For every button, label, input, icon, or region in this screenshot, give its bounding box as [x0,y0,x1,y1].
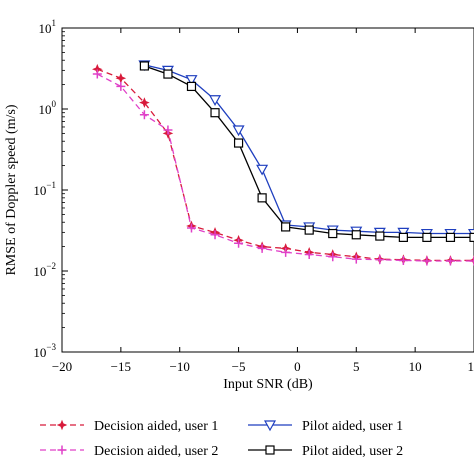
data-point [209,95,222,107]
legend-label: Pilot aided, user 1 [302,419,403,434]
data-point [398,255,408,265]
legend-item: Pilot aided, user 1 [248,419,403,434]
data-point [257,193,267,203]
data-point [116,81,126,91]
data-point [328,228,338,239]
data-point [232,125,245,137]
data-point [210,108,220,118]
x-tick-label: −20 [52,359,72,374]
data-point [445,232,456,242]
data-point [256,164,269,176]
legend-marker [57,445,67,455]
x-axis-label: Input SNR (dB) [223,377,313,392]
legend-label: Decision aided, user 1 [94,419,218,434]
series-layer [92,60,474,266]
data-point [445,256,455,266]
data-point [328,252,338,262]
legend-marker [56,419,68,431]
data-point [469,232,474,242]
series-2 [92,69,474,266]
data-point [257,243,267,253]
x-tick-label: 15 [468,359,474,374]
data-point [281,222,291,232]
data-point [186,81,197,92]
data-point [234,238,244,248]
y-tick-label: 10−1 [33,180,56,198]
legend-item: Pilot aided, user 2 [248,444,403,459]
data-point [422,232,432,242]
legend-marker [265,445,275,455]
legend-item: Decision aided, user 2 [40,444,218,459]
data-point [92,69,102,79]
data-point [351,230,361,240]
legend: Decision aided, user 1 Decision aided, us… [40,419,403,459]
x-tick-label: 5 [353,359,360,374]
data-point [375,255,385,265]
data-point [186,223,196,233]
x-tick-label: −5 [232,359,246,374]
x-tick-label: −10 [170,359,190,374]
x-tick-label: −15 [111,359,131,374]
y-tick-label: 101 [39,18,57,36]
y-tick-label: 10−2 [33,261,56,279]
data-point [281,247,291,257]
data-point [163,125,173,135]
y-axis-label: RMSE of Doppler speed (m/s) [4,104,19,275]
plot-frame [61,27,474,353]
data-point [304,225,314,235]
data-point [375,231,385,241]
series-line [144,65,474,239]
data-point [139,97,150,108]
series-line [97,68,474,262]
data-point [398,232,408,242]
series-1 [92,63,474,266]
legend-marker [263,420,277,432]
data-point [422,256,432,266]
data-point [210,230,220,240]
series-line [96,73,474,262]
series-4 [139,61,474,242]
data-point [163,69,173,79]
legend-label: Pilot aided, user 2 [302,444,403,459]
data-point [185,75,198,86]
axis-ticks [61,27,474,353]
data-point [139,61,149,71]
data-point [233,138,244,148]
data-point [115,72,127,84]
tick-labels: −20 −15 −10 −5 0 5 10 15 10−3 10−2 10−1 100 101 [33,18,474,374]
x-tick-label: 0 [294,359,301,374]
data-point [469,256,474,266]
x-tick-label: 10 [409,359,422,374]
data-point [304,249,314,259]
y-tick-label: 100 [39,99,57,117]
data-point [351,254,361,264]
data-point [139,110,149,120]
y-tick-label: 10−3 [33,342,56,360]
legend-label: Decision aided, user 2 [94,444,218,459]
legend-item: Decision aided, user 1 [40,419,218,434]
